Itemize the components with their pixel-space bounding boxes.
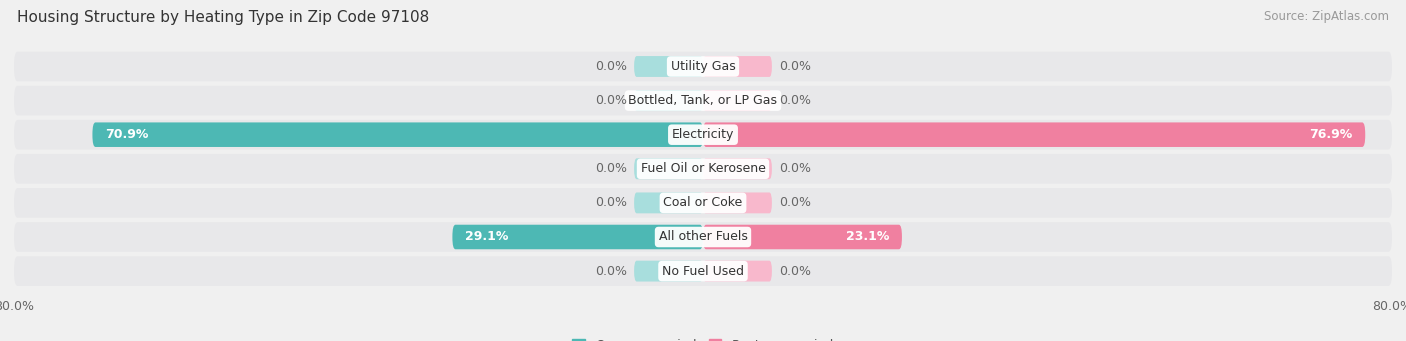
FancyBboxPatch shape — [703, 261, 772, 282]
Text: 0.0%: 0.0% — [595, 94, 627, 107]
FancyBboxPatch shape — [14, 120, 1392, 149]
FancyBboxPatch shape — [14, 256, 1392, 286]
Text: No Fuel Used: No Fuel Used — [662, 265, 744, 278]
FancyBboxPatch shape — [634, 158, 703, 179]
Text: 0.0%: 0.0% — [595, 162, 627, 175]
FancyBboxPatch shape — [14, 188, 1392, 218]
Text: 0.0%: 0.0% — [779, 196, 811, 209]
Text: 76.9%: 76.9% — [1309, 128, 1353, 141]
Text: 0.0%: 0.0% — [779, 94, 811, 107]
Text: Housing Structure by Heating Type in Zip Code 97108: Housing Structure by Heating Type in Zip… — [17, 10, 429, 25]
FancyBboxPatch shape — [14, 154, 1392, 183]
FancyBboxPatch shape — [634, 90, 703, 111]
Text: Bottled, Tank, or LP Gas: Bottled, Tank, or LP Gas — [628, 94, 778, 107]
Text: Source: ZipAtlas.com: Source: ZipAtlas.com — [1264, 10, 1389, 23]
FancyBboxPatch shape — [634, 192, 703, 213]
Legend: Owner-occupied, Renter-occupied: Owner-occupied, Renter-occupied — [568, 334, 838, 341]
Text: 0.0%: 0.0% — [779, 60, 811, 73]
FancyBboxPatch shape — [703, 225, 901, 249]
FancyBboxPatch shape — [93, 122, 703, 147]
FancyBboxPatch shape — [14, 51, 1392, 81]
FancyBboxPatch shape — [453, 225, 703, 249]
Text: 70.9%: 70.9% — [105, 128, 149, 141]
Text: 0.0%: 0.0% — [595, 60, 627, 73]
Text: 0.0%: 0.0% — [595, 196, 627, 209]
FancyBboxPatch shape — [634, 56, 703, 77]
Text: Fuel Oil or Kerosene: Fuel Oil or Kerosene — [641, 162, 765, 175]
Text: 0.0%: 0.0% — [779, 265, 811, 278]
Text: Coal or Coke: Coal or Coke — [664, 196, 742, 209]
FancyBboxPatch shape — [14, 86, 1392, 115]
Text: All other Fuels: All other Fuels — [658, 231, 748, 243]
FancyBboxPatch shape — [703, 122, 1365, 147]
Text: 0.0%: 0.0% — [595, 265, 627, 278]
FancyBboxPatch shape — [703, 90, 772, 111]
FancyBboxPatch shape — [703, 158, 772, 179]
Text: Electricity: Electricity — [672, 128, 734, 141]
FancyBboxPatch shape — [703, 192, 772, 213]
Text: Utility Gas: Utility Gas — [671, 60, 735, 73]
FancyBboxPatch shape — [703, 56, 772, 77]
FancyBboxPatch shape — [14, 222, 1392, 252]
Text: 23.1%: 23.1% — [845, 231, 889, 243]
Text: 0.0%: 0.0% — [779, 162, 811, 175]
FancyBboxPatch shape — [634, 261, 703, 282]
Text: 29.1%: 29.1% — [465, 231, 509, 243]
